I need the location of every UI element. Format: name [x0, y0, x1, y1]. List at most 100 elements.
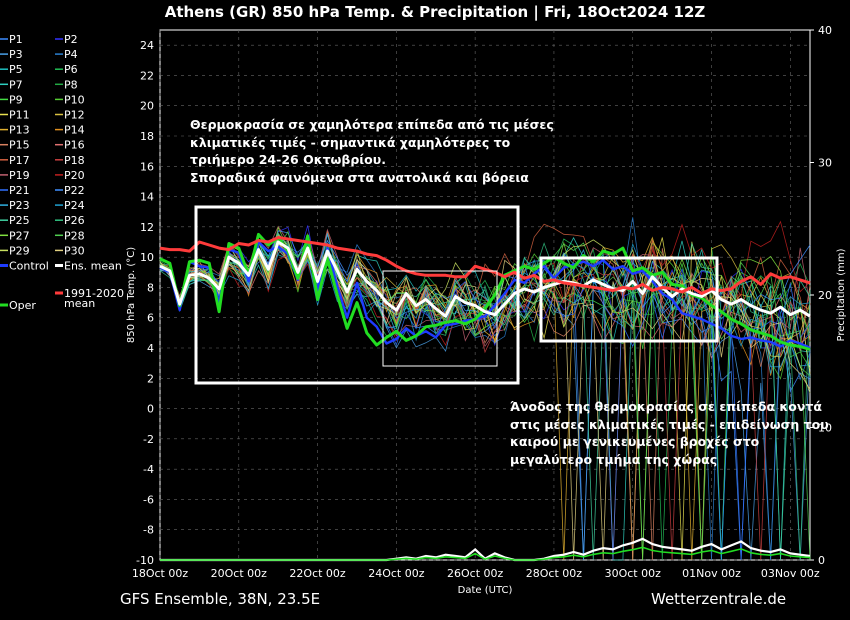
member-line-p12	[160, 232, 811, 561]
legend-label: P17	[9, 154, 30, 167]
y-tick-label: -8	[143, 524, 154, 537]
legend-label: P28	[64, 229, 85, 242]
precipitation-lines	[160, 537, 811, 562]
legend-label: P19	[9, 169, 30, 182]
y-axis-label: 850 hPa Temp. (°C)	[126, 247, 137, 343]
legend-label: P29	[9, 244, 30, 257]
legend-label: P2	[64, 33, 78, 46]
x-tick-label: 24Oct 00z	[368, 567, 425, 580]
x-axis-label: Date (UTC)	[458, 585, 513, 596]
y-tick-label: 22	[140, 69, 154, 82]
legend-label: P27	[9, 229, 30, 242]
x-tick-label: 26Oct 00z	[447, 567, 504, 580]
precipitation-oper-line	[160, 546, 811, 561]
chart-axes: 242220181614121086420-2-4-6-8-1040302010…	[126, 24, 847, 596]
y-tick-label: 0	[147, 403, 154, 416]
y-tick-label: 2	[147, 372, 154, 385]
legend-label: P12	[64, 109, 85, 122]
legend-label: Ens. mean	[64, 260, 122, 273]
series-line-oper	[159, 232, 811, 351]
legend-label: P21	[9, 184, 30, 197]
member-line-p11	[159, 237, 811, 561]
legend-label: P20	[64, 169, 85, 182]
footer-model-info: GFS Ensemble, 38N, 23.5E	[120, 590, 321, 608]
member-line-p8	[159, 241, 811, 343]
x-tick-label: 01Nov 00z	[682, 567, 741, 580]
y-tick-label: -2	[143, 433, 154, 446]
x-tick-label: 30Oct 00z	[605, 567, 662, 580]
y-tick-label: 14	[140, 191, 154, 204]
legend-label: P26	[64, 214, 85, 227]
highlight-box-warming-period	[539, 256, 719, 343]
series-line-ens-mean	[159, 240, 811, 318]
x-tick-label: 03Nov 00z	[761, 567, 820, 580]
legend-label: P4	[64, 48, 78, 61]
member-line-p29	[159, 235, 811, 393]
series-line-1991-2020-mean	[159, 236, 811, 295]
annotation-bottom: Άνοδος της θερμοκρασίας σε επίπεδα κοντά…	[510, 399, 829, 467]
main-series-lines	[159, 232, 811, 351]
y2-tick-label: 40	[818, 24, 832, 37]
x-tick-label: 18Oct 00z	[132, 567, 189, 580]
legend-label: P16	[64, 139, 85, 152]
x-tick-label: 22Oct 00z	[289, 567, 346, 580]
legend-label: P9	[9, 93, 23, 106]
legend-label: P6	[64, 63, 78, 76]
legend-label: P25	[9, 214, 30, 227]
y2-tick-label: 0	[818, 554, 825, 567]
y-tick-label: 18	[140, 130, 154, 143]
series-line-control	[159, 237, 811, 350]
ensemble-member-lines	[159, 217, 811, 561]
y-tick-label: 12	[140, 221, 154, 234]
x-tick-label: 20Oct 00z	[211, 567, 268, 580]
highlight-box-cold-period	[194, 205, 520, 385]
legend-label: P1	[9, 33, 23, 46]
legend-label: P22	[64, 184, 85, 197]
member-line-p22	[159, 230, 811, 561]
legend-label: mean	[64, 297, 95, 310]
y-tick-label: 8	[147, 281, 154, 294]
legend-label: P13	[9, 124, 30, 137]
y-tick-label: 6	[147, 312, 154, 325]
legend-label: P8	[64, 78, 78, 91]
legend-label: P11	[9, 109, 30, 122]
member-line-p23	[159, 233, 811, 368]
legend-label: P18	[64, 154, 85, 167]
legend-label: P10	[64, 93, 85, 106]
legend-label: P24	[64, 199, 85, 212]
y-tick-label: 24	[140, 39, 154, 52]
legend-label: Oper	[9, 299, 36, 312]
y2-tick-label: 30	[818, 157, 832, 170]
legend: P1 P2 P3 P4 P5 P6 P7 P8 P9 P10 P11 P12 P13 P14 P15 P16 P…	[0, 33, 124, 312]
highlight-box-coldest-days	[382, 270, 498, 367]
legend-label: Control	[9, 260, 49, 273]
chart-title: Athens (GR) 850 hPa Temp. & Precipitatio…	[165, 3, 706, 22]
legend-label: P7	[9, 78, 23, 91]
legend-label: P23	[9, 199, 30, 212]
y-tick-label: 10	[140, 251, 154, 264]
member-line-p16	[159, 244, 811, 360]
legend-label: P14	[64, 124, 85, 137]
legend-label: P15	[9, 139, 30, 152]
legend-label: P3	[9, 48, 23, 61]
member-line-p30	[159, 241, 811, 561]
member-line-p25	[159, 232, 811, 561]
member-line-p19	[159, 225, 811, 348]
y2-tick-label: 20	[818, 289, 832, 302]
y-tick-label: -4	[143, 463, 154, 476]
highlight-boxes	[194, 205, 719, 385]
y-tick-label: 4	[147, 342, 154, 355]
y2-tick-label: 10	[818, 422, 832, 435]
y-tick-label: -10	[136, 554, 154, 567]
legend-label: 1991-2020	[64, 287, 124, 300]
y-tick-label: 20	[140, 100, 154, 113]
x-tick-label: 28Oct 00z	[526, 567, 583, 580]
y-tick-label: -6	[143, 493, 154, 506]
footer-source: Wetterzentrale.de	[651, 590, 787, 608]
legend-label: P5	[9, 63, 23, 76]
y-tick-label: 16	[140, 160, 154, 173]
y2-axis-label: Precipitation (mm)	[836, 248, 847, 341]
legend-label: P30	[64, 244, 85, 257]
annotation-top: Θερμοκρασία σε χαμηλότερα επίπεδα από τι…	[190, 117, 554, 185]
